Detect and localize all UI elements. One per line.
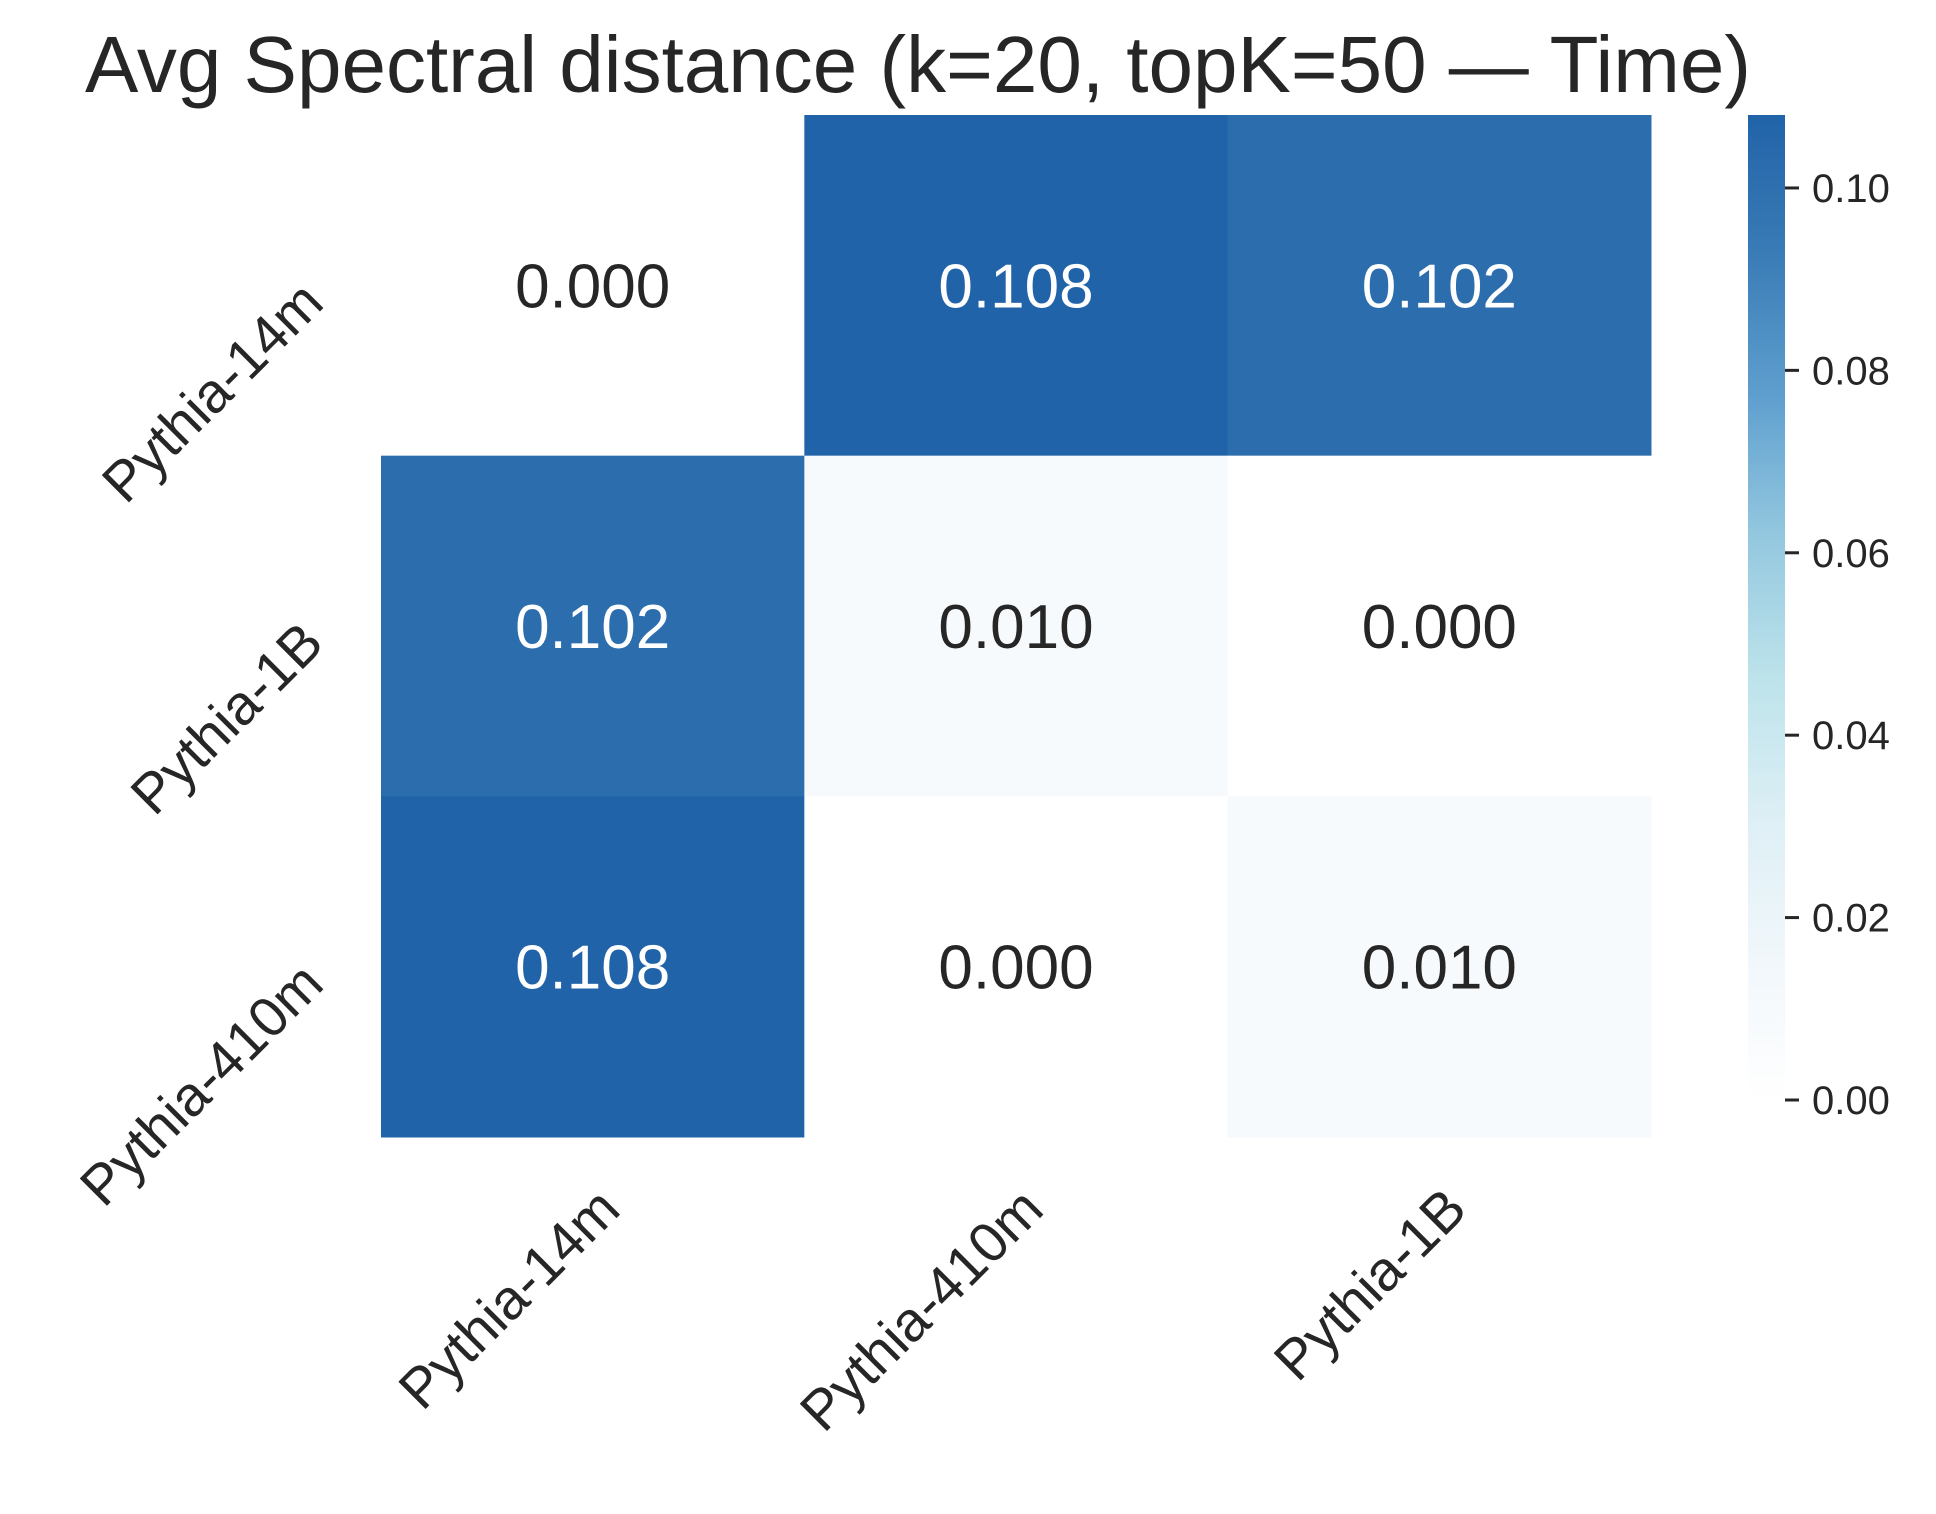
x-tick-label: Pythia-14m (386, 1176, 631, 1421)
heatmap-cell (1227, 455, 1652, 797)
heatmap-cell (381, 796, 805, 1138)
heatmap-cell (1227, 796, 1652, 1138)
y-tick-label: Pythia-1B (118, 610, 334, 826)
colorbar-tick-label: 0.00 (1812, 1079, 1890, 1123)
colorbar-tick-label: 0.10 (1812, 167, 1890, 211)
colorbar-tick-label: 0.06 (1812, 532, 1890, 576)
cell-value-label: 0.102 (1362, 252, 1517, 321)
x-axis-ticks: Pythia-14m Pythia-410m Pythia-1B (386, 1176, 1477, 1443)
chart-title: Avg Spectral distance (k=20, topK=50 — T… (85, 20, 1751, 109)
colorbar-gradient (1748, 115, 1785, 1100)
cell-value-label: 0.010 (1362, 934, 1517, 1003)
cell-value-label: 0.102 (515, 593, 670, 662)
cell-value-label: 0.108 (515, 934, 670, 1003)
cell-value-label: 0.010 (938, 593, 1093, 662)
cell-value-label: 0.108 (938, 252, 1093, 321)
cell-value-label: 0.000 (1362, 593, 1517, 662)
cell-value-label: 0.000 (938, 934, 1093, 1003)
heatmap-cell (804, 455, 1229, 797)
y-tick-label: Pythia-410m (68, 951, 335, 1218)
heatmap-cell (1227, 115, 1652, 457)
x-tick-label: Pythia-410m (788, 1176, 1055, 1443)
heatmap-cell (804, 796, 1229, 1138)
cell-value-label: 0.000 (515, 252, 670, 321)
colorbar-tick-label: 0.08 (1812, 349, 1890, 393)
heatmap-cell (804, 115, 1229, 457)
heatmap-cell (381, 115, 805, 457)
heatmap-cell (381, 455, 805, 797)
y-axis-ticks: Pythia-14m Pythia-1B Pythia-410m (68, 269, 335, 1217)
heatmap-cells: 0.000 0.108 0.102 0.102 0.010 0.000 0.108 0.000… (381, 115, 1652, 1138)
y-tick-label: Pythia-14m (90, 269, 335, 514)
x-tick-label: Pythia-1B (1262, 1176, 1478, 1392)
colorbar-tick-label: 0.02 (1812, 897, 1890, 941)
colorbar: 0.00 0.02 0.04 0.06 0.08 0.10 (1748, 115, 1890, 1123)
colorbar-tick-label: 0.04 (1812, 714, 1890, 758)
